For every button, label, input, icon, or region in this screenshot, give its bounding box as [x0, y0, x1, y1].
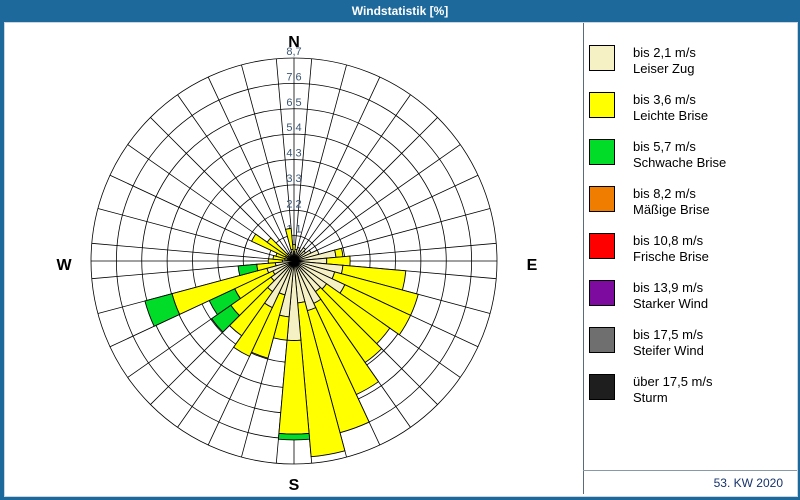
- legend-color-swatch: [589, 186, 615, 212]
- legend-class-name: Leiser Zug: [633, 61, 695, 76]
- legend-color-swatch: [589, 280, 615, 306]
- legend-class-name: Schwache Brise: [633, 155, 727, 170]
- window-title-bar: Windstatistik [%]: [0, 0, 800, 22]
- legend-item-starker-wind: bis 13,9 m/s Starker Wind: [589, 280, 789, 312]
- legend-item-maessige-brise: bis 8,2 m/s Mäßige Brise: [589, 186, 789, 218]
- grid-spoke: [293, 144, 461, 262]
- legend-speed-label: bis 5,7 m/s: [633, 139, 696, 154]
- grid-spoke: [97, 208, 295, 262]
- calendar-week-label: 53. KW 2020: [713, 476, 783, 490]
- grid-spoke: [293, 174, 479, 262]
- ring-label: 3,3: [286, 173, 301, 185]
- grid-spoke: [275, 58, 295, 262]
- legend-item-frische-brise: bis 10,8 m/s Frische Brise: [589, 233, 789, 265]
- grid-spoke: [293, 94, 411, 262]
- legend-speed-label: bis 17,5 m/s: [633, 327, 704, 342]
- ring-label: 6,5: [286, 97, 301, 109]
- legend-class-name: Sturm: [633, 390, 668, 405]
- grid-spoke: [293, 64, 347, 262]
- compass-label-east: E: [526, 257, 538, 274]
- legend-class-name: Mäßige Brise: [633, 202, 710, 217]
- grid-spoke: [91, 242, 295, 262]
- grid-spoke: [150, 117, 295, 262]
- grid-spoke: [241, 64, 295, 262]
- status-bar: 53. KW 2020: [714, 474, 783, 492]
- legend-color-swatch: [589, 374, 615, 400]
- legend-color-swatch: [589, 327, 615, 353]
- compass-label-north: N: [288, 34, 300, 51]
- ring-label: 4,3: [286, 148, 301, 160]
- grid-spoke: [293, 58, 313, 262]
- legend-speed-label: über 17,5 m/s: [633, 374, 713, 389]
- legend-class-name: Starker Wind: [633, 296, 709, 311]
- ring-label: 7,6: [286, 71, 301, 83]
- legend-item-leichte-brise: bis 3,6 m/s Leichte Brise: [589, 92, 789, 124]
- legend-speed-label: bis 10,8 m/s: [633, 233, 704, 248]
- legend-speed-label: bis 3,6 m/s: [633, 92, 696, 107]
- grid-spoke: [293, 76, 381, 262]
- legend-class-name: Leichte Brise: [633, 108, 709, 123]
- legend-separator-vertical: [583, 23, 584, 494]
- compass-label-west: W: [56, 257, 72, 274]
- grid-spoke: [177, 94, 295, 262]
- content-panel: 1,1 2,2 3,3 4,3 5,4 6,5 7,6 8,7 N E S W bis 2,1…: [4, 22, 798, 497]
- ring-label: 2,2: [286, 198, 301, 210]
- legend-color-swatch: [589, 92, 615, 118]
- legend-speed-label: bis 2,1 m/s: [633, 45, 696, 60]
- legend-class-name: Steifer Wind: [633, 343, 704, 358]
- wind-sector-segment: [334, 247, 344, 258]
- legend-item-sturm: über 17,5 m/s Sturm: [589, 374, 789, 406]
- window-title: Windstatistik [%]: [351, 4, 449, 18]
- compass-label-south: S: [288, 477, 300, 494]
- statusbar-separator-horizontal: [583, 470, 797, 471]
- wind-rose-svg: 1,12,23,34,35,46,57,68,7: [90, 46, 498, 465]
- wind-sector-segment: [144, 293, 181, 327]
- legend-item-steifer-wind: bis 17,5 m/s Steifer Wind: [589, 327, 789, 359]
- grid-spoke: [293, 117, 438, 262]
- wind-sector-segment: [277, 432, 311, 441]
- legend-color-swatch: [589, 233, 615, 259]
- legend-color-swatch: [589, 45, 615, 71]
- legend-item-schwache-brise: bis 5,7 m/s Schwache Brise: [589, 139, 789, 171]
- ring-label: 8,7: [286, 46, 301, 58]
- wind-speed-legend: bis 2,1 m/s Leiser Zug bis 3,6 m/s Leich…: [589, 45, 789, 421]
- legend-class-name: Frische Brise: [633, 249, 709, 264]
- wind-sector-segment: [251, 233, 287, 258]
- ring-label: 5,4: [286, 122, 301, 134]
- wind-sector-segment: [237, 263, 259, 277]
- legend-item-leiser-zug: bis 2,1 m/s Leiser Zug: [589, 45, 789, 77]
- wind-rose-chart: 1,1 2,2 3,3 4,3 5,4 6,5 7,6 8,7 N E S W: [5, 23, 583, 494]
- legend-speed-label: bis 8,2 m/s: [633, 186, 696, 201]
- legend-speed-label: bis 13,9 m/s: [633, 280, 704, 295]
- grid-spoke: [207, 76, 295, 262]
- legend-color-swatch: [589, 139, 615, 165]
- wind-sector-segment: [284, 227, 294, 251]
